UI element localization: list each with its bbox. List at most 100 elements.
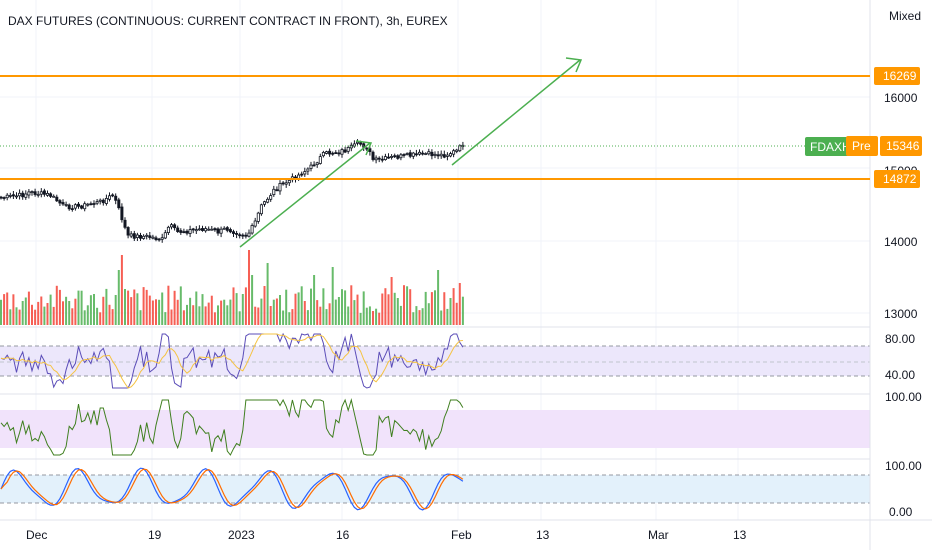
- candle-body: [42, 190, 46, 195]
- candle-body: [185, 230, 189, 234]
- candle-body: [396, 155, 400, 159]
- candle-body: [67, 204, 71, 210]
- candle-body: [402, 154, 406, 156]
- candle-body: [278, 183, 282, 192]
- volume-bar: [229, 299, 232, 325]
- volume-bar: [9, 309, 12, 325]
- volume-bar: [297, 292, 300, 325]
- volume-bar: [406, 286, 409, 325]
- volume-bar: [68, 301, 71, 325]
- volume-bar: [86, 305, 89, 325]
- candle-body: [157, 238, 161, 241]
- candle-body: [111, 194, 115, 197]
- candle-body: [393, 155, 397, 158]
- volume-bar: [347, 306, 350, 325]
- volume-bar: [319, 306, 322, 325]
- candle-body: [14, 195, 18, 198]
- volume-bar: [381, 293, 384, 325]
- candle-body: [324, 151, 328, 154]
- candle-body: [349, 144, 353, 149]
- volume-bar: [170, 309, 173, 325]
- candle-body: [173, 224, 177, 229]
- candle-body: [213, 228, 217, 231]
- volume-bar: [316, 300, 319, 325]
- volume-bar: [331, 267, 334, 325]
- time-tick-13b: 13: [733, 528, 747, 542]
- candle-body: [247, 232, 251, 237]
- volume-bar: [40, 296, 43, 325]
- volume-bar: [260, 298, 263, 325]
- volume-bar: [3, 294, 6, 325]
- candle-body: [52, 195, 56, 198]
- candle-body: [321, 151, 325, 157]
- volume-bar: [99, 312, 102, 325]
- volume-bar: [27, 291, 30, 325]
- candle-body: [411, 152, 415, 157]
- candle-body: [219, 228, 223, 234]
- candle-body: [104, 197, 108, 204]
- volume-bar: [248, 250, 250, 325]
- volume-bar: [328, 303, 331, 325]
- volume-bar: [124, 289, 126, 325]
- volume-bar: [232, 287, 235, 325]
- candle-body: [421, 152, 425, 155]
- trend-arrow-1[interactable]: [239, 140, 373, 248]
- volume-bar: [120, 255, 123, 325]
- volume-bar: [151, 300, 154, 325]
- volume-bar: [325, 309, 328, 325]
- volume-bar: [375, 308, 378, 325]
- volume-bar: [207, 302, 210, 325]
- candle-body: [390, 155, 394, 158]
- candle-body: [188, 229, 192, 234]
- volume-bar: [34, 309, 37, 325]
- volume-bar: [399, 305, 402, 325]
- volume-bar: [368, 306, 371, 325]
- candle-body: [114, 195, 118, 201]
- time-tick-16: 16: [336, 528, 350, 542]
- candle-body: [262, 201, 266, 205]
- candle-body: [5, 194, 9, 199]
- candle-body: [399, 154, 403, 159]
- candle-body: [89, 203, 93, 206]
- volume-bar: [46, 303, 49, 325]
- volume-bar: [108, 304, 111, 325]
- candle-body: [108, 195, 112, 200]
- volume-bar: [288, 312, 291, 325]
- time-tick-feb: Feb: [451, 528, 472, 542]
- volume-bar: [173, 290, 176, 325]
- volume-bar: [65, 296, 68, 325]
- volume-bar: [455, 302, 458, 325]
- volume-bar: [452, 288, 455, 325]
- candle-body: [414, 153, 418, 156]
- candle-body: [337, 152, 341, 155]
- stoch-d-line: [0, 468, 464, 510]
- candle-body: [231, 231, 235, 234]
- volume-bar: [93, 294, 95, 325]
- volume-bar: [117, 270, 120, 325]
- candle-body: [0, 196, 3, 199]
- level-label-14872: 14872: [883, 172, 917, 186]
- candle-body: [436, 154, 440, 157]
- candle-body: [129, 233, 133, 237]
- indicator-lines: [0, 332, 464, 511]
- volume-bar: [133, 289, 136, 325]
- volume-bar: [365, 307, 368, 325]
- candle-body: [58, 200, 62, 204]
- candle-body: [377, 157, 381, 160]
- candle-body: [148, 235, 152, 238]
- candle-body: [266, 198, 270, 203]
- candle-body: [365, 147, 369, 150]
- candle-body: [303, 171, 307, 175]
- volume-bar: [204, 306, 207, 325]
- candle-body: [27, 191, 31, 196]
- candle-body: [154, 237, 158, 240]
- volume-bar: [43, 306, 46, 325]
- candle-body: [318, 156, 322, 164]
- scale-mode-label[interactable]: Mixed: [889, 9, 921, 23]
- trend-arrow-2[interactable]: [451, 57, 583, 166]
- price-tick-16000: 16000: [884, 91, 918, 105]
- time-tick-mar: Mar: [648, 528, 669, 542]
- volume-bar: [430, 292, 433, 325]
- candle-body: [194, 229, 198, 232]
